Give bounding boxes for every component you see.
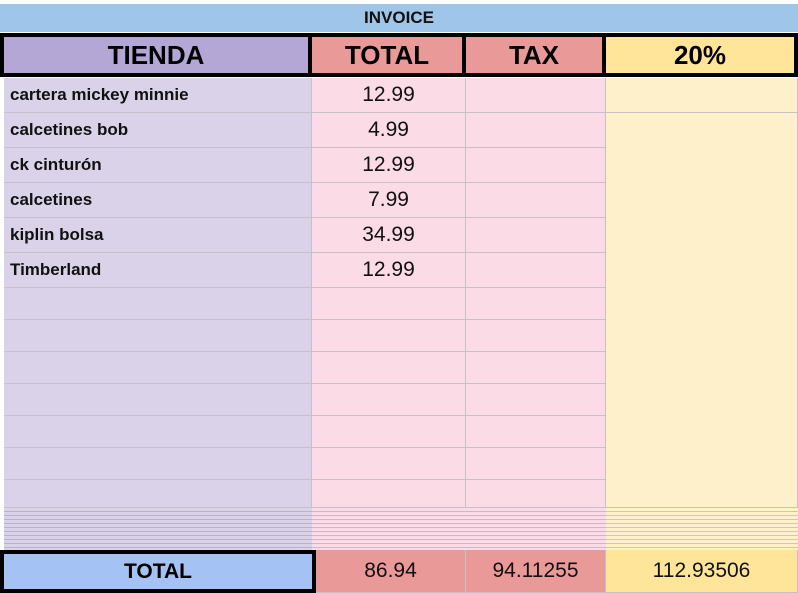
- store-cell[interactable]: [4, 416, 312, 448]
- store-cell[interactable]: [4, 480, 312, 508]
- total-cell[interactable]: [312, 288, 466, 320]
- footer-tax-value[interactable]: 94.11255: [466, 550, 606, 593]
- header-tienda[interactable]: TIENDA: [0, 33, 312, 77]
- store-cell[interactable]: [4, 320, 312, 352]
- total-cell[interactable]: 12.99: [312, 253, 466, 288]
- tax-cell[interactable]: [466, 113, 606, 148]
- tax-cell[interactable]: [466, 416, 606, 448]
- header-tax[interactable]: TAX: [466, 33, 606, 77]
- tax-cell[interactable]: [466, 78, 606, 113]
- tax-cell[interactable]: [466, 218, 606, 253]
- tax-cell[interactable]: [466, 320, 606, 352]
- tax-cell[interactable]: [466, 480, 606, 508]
- total-cell[interactable]: 4.99: [312, 113, 466, 148]
- total-cell[interactable]: 7.99: [312, 183, 466, 218]
- store-cell[interactable]: [4, 384, 312, 416]
- total-cell[interactable]: [312, 384, 466, 416]
- store-cell[interactable]: calcetines bob: [4, 113, 312, 148]
- total-cell[interactable]: [312, 352, 466, 384]
- total-cell[interactable]: [312, 480, 466, 508]
- pct-cell[interactable]: [606, 78, 798, 113]
- header-20pct[interactable]: 20%: [606, 33, 798, 77]
- hidden-rows-strip: [466, 508, 606, 550]
- tax-cell[interactable]: [466, 288, 606, 320]
- store-cell[interactable]: [4, 448, 312, 480]
- footer-total-label[interactable]: TOTAL: [0, 550, 316, 593]
- store-cell[interactable]: cartera mickey minnie: [4, 78, 312, 113]
- pct-merged-cell[interactable]: [606, 113, 798, 508]
- invoice-title: INVOICE: [0, 4, 798, 32]
- tax-cell[interactable]: [466, 352, 606, 384]
- store-cell[interactable]: [4, 288, 312, 320]
- hidden-rows-strip: [4, 508, 312, 550]
- total-cell[interactable]: [312, 416, 466, 448]
- hidden-rows-strip: [312, 508, 466, 550]
- tax-cell[interactable]: [466, 384, 606, 416]
- footer-total-value[interactable]: 86.94: [316, 550, 466, 593]
- header-total[interactable]: TOTAL: [312, 33, 466, 77]
- store-cell[interactable]: Timberland: [4, 253, 312, 288]
- total-cell[interactable]: 34.99: [312, 218, 466, 253]
- hidden-rows-strip: [606, 508, 798, 550]
- store-cell[interactable]: calcetines: [4, 183, 312, 218]
- tax-cell[interactable]: [466, 148, 606, 183]
- footer-20pct-value[interactable]: 112.93506: [606, 550, 798, 593]
- store-cell[interactable]: [4, 352, 312, 384]
- tax-cell[interactable]: [466, 183, 606, 218]
- store-cell[interactable]: ck cinturón: [4, 148, 312, 183]
- total-cell[interactable]: [312, 320, 466, 352]
- tax-cell[interactable]: [466, 448, 606, 480]
- store-cell[interactable]: kiplin bolsa: [4, 218, 312, 253]
- total-cell[interactable]: [312, 448, 466, 480]
- total-cell[interactable]: 12.99: [312, 148, 466, 183]
- tax-cell[interactable]: [466, 253, 606, 288]
- total-cell[interactable]: 12.99: [312, 78, 466, 113]
